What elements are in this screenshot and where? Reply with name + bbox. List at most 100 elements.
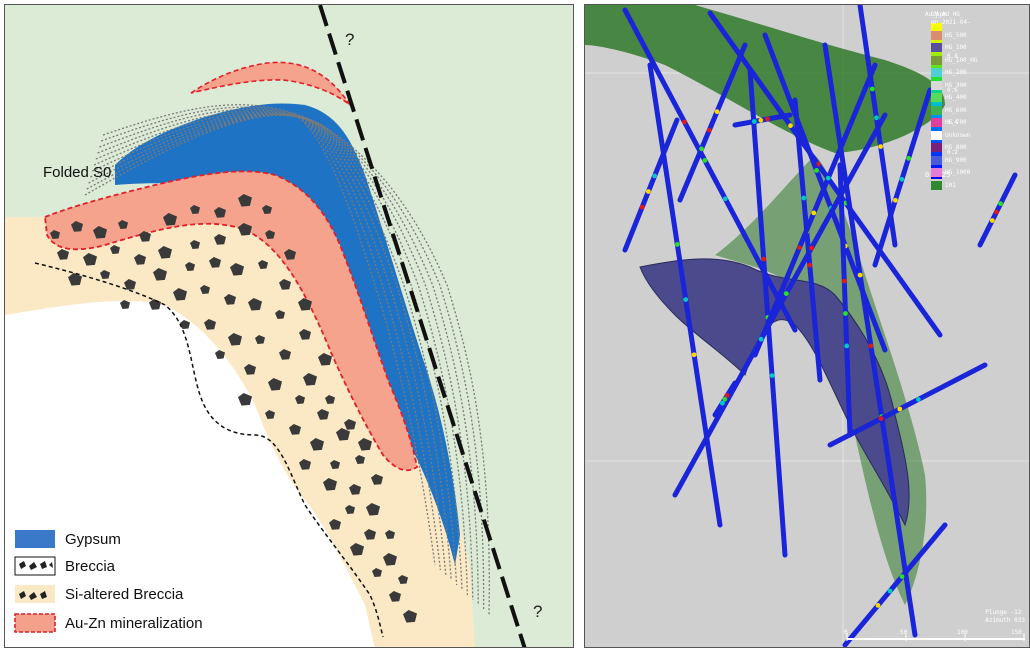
domain-legend-item: 101 bbox=[931, 179, 1027, 192]
breccia-clast bbox=[299, 329, 311, 340]
scale-label: 50 bbox=[900, 629, 908, 636]
breccia-clast bbox=[238, 393, 252, 406]
domain-legend-label: HG_600 bbox=[945, 106, 967, 114]
drillholes[interactable] bbox=[622, 5, 1018, 647]
domain-legend-item: HG_400 bbox=[931, 92, 1027, 105]
geologic-cross-section-panel: ? ? Folded S0 Gypsum Breccia Si-altered … bbox=[4, 4, 574, 648]
s0-bedding-line bbox=[91, 113, 458, 586]
scale-label: 0 bbox=[844, 629, 848, 636]
drillhole-trace[interactable] bbox=[707, 10, 943, 338]
domain-legend-swatch bbox=[931, 80, 942, 90]
assay-interval-marker bbox=[989, 218, 995, 223]
drillhole-trace[interactable] bbox=[827, 362, 988, 448]
domain-legend-swatch bbox=[931, 180, 942, 190]
assay-interval-marker bbox=[683, 297, 689, 302]
breccia-clast bbox=[289, 424, 301, 435]
domain-legend-item: HG_900 bbox=[931, 154, 1027, 167]
legend-swatch-gypsum bbox=[15, 530, 55, 548]
drillhole-trace[interactable] bbox=[837, 162, 853, 438]
drillhole-trace[interactable] bbox=[792, 97, 823, 383]
breccia-clast bbox=[190, 205, 200, 214]
breccia-clast bbox=[364, 529, 376, 540]
drillhole-trace[interactable] bbox=[677, 42, 748, 203]
colorbar-tick: 0.8 bbox=[947, 53, 958, 60]
3d-model-view-canvas[interactable] bbox=[585, 5, 1030, 648]
assay-interval-marker bbox=[706, 127, 712, 133]
assay-interval-marker bbox=[893, 197, 898, 203]
breccia-clast bbox=[209, 257, 221, 268]
domain-legend: GM_AU_HG_ on 2021-04- HG_500 HG_100 HG_100… bbox=[931, 11, 1027, 192]
breccia-clast bbox=[200, 285, 210, 294]
fault-line bbox=[318, 5, 527, 647]
breccia-clast bbox=[238, 194, 252, 207]
colorbar-title: Au_ppm bbox=[925, 11, 947, 18]
s0-bedding-line bbox=[100, 106, 485, 611]
breccia-clast bbox=[268, 378, 282, 391]
domain-legend-label: HG_300 bbox=[945, 81, 967, 89]
breccia-clast bbox=[228, 333, 242, 346]
drillhole-trace[interactable] bbox=[622, 117, 680, 253]
drillhole-trace[interactable] bbox=[752, 62, 878, 358]
breccia-clast bbox=[100, 270, 110, 279]
assay-interval-marker bbox=[897, 406, 903, 412]
legend-label-gypsum: Gypsum bbox=[65, 531, 121, 548]
si-alteration-boundary bbox=[34, 262, 384, 638]
legend-title-line-1: GM_AU_HG_ bbox=[931, 11, 964, 18]
breccia-clast bbox=[163, 213, 177, 226]
breccia-clast bbox=[372, 568, 382, 577]
assay-interval-marker bbox=[783, 291, 789, 296]
breccia-clast bbox=[248, 298, 262, 311]
breccia-clast bbox=[71, 221, 83, 232]
legend-swatch-mineralization bbox=[14, 613, 56, 633]
assay-interval-marker bbox=[807, 262, 813, 268]
s0-bedding-line bbox=[99, 108, 479, 606]
s0-bedding-line bbox=[88, 114, 447, 576]
assay-interval-marker bbox=[674, 242, 680, 247]
breccia-clast bbox=[344, 419, 356, 430]
breccia-clast bbox=[215, 350, 225, 359]
breccia-clast bbox=[238, 223, 252, 236]
domain-legend-swatch bbox=[931, 55, 942, 65]
domain-legend-item: HG_1000 bbox=[931, 167, 1027, 180]
breccia-clast bbox=[383, 553, 397, 566]
breccia-clast bbox=[349, 484, 361, 495]
breccia-clast bbox=[358, 438, 372, 451]
assay-interval-marker bbox=[811, 210, 817, 216]
domain-legend-label: HG_500 bbox=[945, 31, 967, 39]
breccia-clast bbox=[318, 353, 332, 366]
domain-legend-label: HG_400 bbox=[945, 94, 967, 102]
breccia-clast bbox=[83, 253, 97, 266]
domain-legend-label: HG_100 bbox=[945, 44, 967, 52]
breccia-clast bbox=[371, 474, 383, 485]
breccia-clast bbox=[350, 543, 364, 556]
breccia-clast bbox=[323, 478, 337, 491]
domain-legend-swatch bbox=[931, 118, 942, 128]
assay-interval-marker bbox=[724, 393, 730, 398]
gypsum-layer bbox=[115, 103, 460, 565]
assay-interval-marker bbox=[887, 588, 893, 594]
domain-legend-item: HG_600 bbox=[931, 104, 1027, 117]
assay-interval-marker bbox=[797, 245, 802, 251]
breccia-clast bbox=[258, 260, 268, 269]
assay-interval-marker bbox=[868, 343, 874, 349]
geologic-cross-section-drawing: ? ? Folded S0 Gypsum Breccia Si-altered … bbox=[5, 5, 573, 647]
drillhole-trace[interactable] bbox=[842, 522, 948, 647]
folded-s0-label: Folded S0 bbox=[43, 164, 111, 181]
assay-interval-marker bbox=[699, 146, 704, 152]
assay-interval-marker bbox=[841, 278, 847, 284]
domain-legend-swatch bbox=[931, 155, 942, 165]
drillhole-trace[interactable] bbox=[672, 112, 888, 498]
breccia-clast bbox=[93, 226, 107, 239]
assay-interval-marker bbox=[814, 168, 819, 173]
breccia-clast bbox=[279, 279, 291, 290]
3d-model-view-panel[interactable]: Au_ppm 0.8 0.6 0.4 0.2 0.0325 GM_AU_HG_ … bbox=[584, 4, 1030, 648]
drillhole-trace[interactable] bbox=[747, 67, 788, 558]
domain-legend-label: 101 bbox=[945, 181, 956, 189]
domain-legend-label: Unknown bbox=[945, 131, 971, 139]
colorbar-tick: 0.6 bbox=[947, 87, 958, 94]
legend-si-breccia-clasts bbox=[19, 591, 47, 600]
assay-interval-marker bbox=[691, 352, 697, 358]
drillhole-trace[interactable] bbox=[647, 62, 723, 528]
domain-legend-label: HG_700 bbox=[945, 119, 967, 127]
breccia-clast bbox=[124, 279, 136, 290]
